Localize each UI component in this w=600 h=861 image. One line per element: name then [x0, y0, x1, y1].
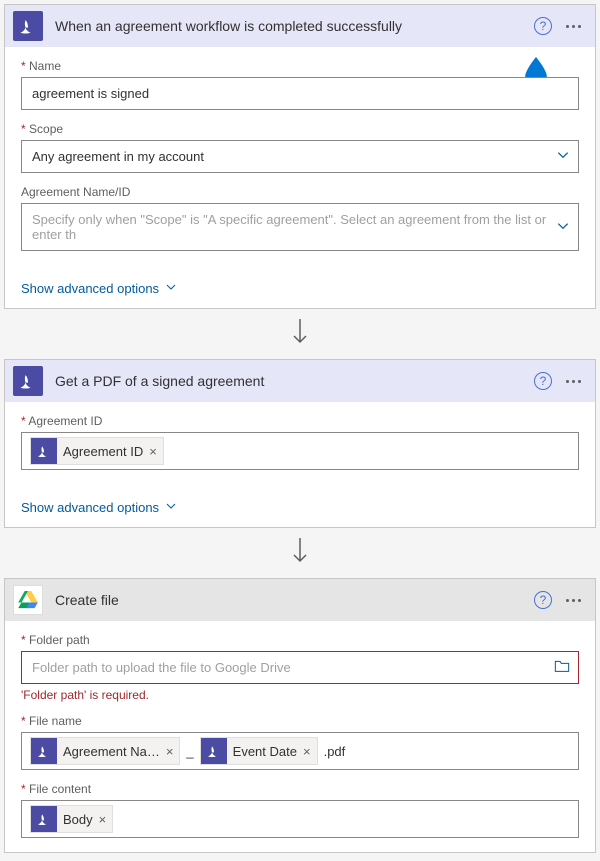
agreement-id-input[interactable]: Agreement ID ×: [21, 432, 579, 470]
card-header[interactable]: Get a PDF of a signed agreement ?: [5, 360, 595, 402]
error-message: 'Folder path' is required.: [21, 688, 579, 702]
trigger-card: When an agreement workflow is completed …: [4, 4, 596, 309]
more-menu[interactable]: [566, 380, 581, 383]
scope-select[interactable]: Any agreement in my account: [21, 140, 579, 173]
agreement-label: Agreement Name/ID: [21, 185, 579, 199]
card-title: Create file: [43, 592, 534, 608]
agreement-id-field: Agreement ID Agreement ID ×: [21, 414, 579, 470]
folder-path-input[interactable]: Folder path to upload the file to Google…: [21, 651, 579, 684]
file-name-input[interactable]: Agreement Na… × _ Event Date × .pdf: [21, 732, 579, 770]
adobe-sign-icon: [13, 366, 43, 396]
card-header[interactable]: When an agreement workflow is completed …: [5, 5, 595, 47]
file-content-label: File content: [21, 782, 579, 796]
agreement-id-label: Agreement ID: [21, 414, 579, 428]
file-name-field: File name Agreement Na… × _ Ev: [21, 714, 579, 770]
connector-arrow: [4, 532, 596, 574]
chevron-down-icon: [556, 219, 570, 236]
dynamic-token[interactable]: Agreement Na… ×: [30, 737, 180, 765]
more-menu[interactable]: [566, 599, 581, 602]
help-icon[interactable]: ?: [534, 17, 552, 35]
advanced-options-toggle[interactable]: Show advanced options: [5, 277, 193, 308]
help-icon[interactable]: ?: [534, 372, 552, 390]
remove-token-icon[interactable]: ×: [99, 812, 107, 827]
adobe-sign-icon: [31, 738, 57, 764]
folder-picker-icon[interactable]: [554, 659, 570, 676]
adobe-sign-icon: [31, 438, 57, 464]
chevron-down-icon: [165, 281, 177, 296]
advanced-options-toggle[interactable]: Show advanced options: [5, 496, 193, 527]
file-content-field: File content Body ×: [21, 782, 579, 838]
dynamic-token[interactable]: Body ×: [30, 805, 113, 833]
remove-token-icon[interactable]: ×: [166, 744, 174, 759]
help-icon[interactable]: ?: [534, 591, 552, 609]
folder-path-field: Folder path Folder path to upload the fi…: [21, 633, 579, 702]
chevron-down-icon: [165, 500, 177, 515]
connector-arrow: [4, 313, 596, 355]
chevron-down-icon: [556, 148, 570, 165]
name-input[interactable]: agreement is signed: [21, 77, 579, 110]
card-header[interactable]: Create file ?: [5, 579, 595, 621]
google-drive-icon: [13, 585, 43, 615]
adobe-sign-icon: [13, 11, 43, 41]
dynamic-token[interactable]: Agreement ID ×: [30, 437, 164, 465]
dynamic-token[interactable]: Event Date ×: [200, 737, 318, 765]
adobe-sign-icon: [31, 806, 57, 832]
agreement-select[interactable]: Specify only when "Scope" is "A specific…: [21, 203, 579, 251]
name-field: Name agreement is signed: [21, 59, 579, 110]
more-menu[interactable]: [566, 25, 581, 28]
remove-token-icon[interactable]: ×: [303, 744, 311, 759]
scope-field: Scope Any agreement in my account: [21, 122, 579, 173]
file-name-label: File name: [21, 714, 579, 728]
card-title: When an agreement workflow is completed …: [43, 18, 534, 34]
file-content-input[interactable]: Body ×: [21, 800, 579, 838]
create-file-card: Create file ? Folder path Folder path to…: [4, 578, 596, 853]
get-pdf-card: Get a PDF of a signed agreement ? Agreem…: [4, 359, 596, 528]
card-title: Get a PDF of a signed agreement: [43, 373, 534, 389]
folder-path-label: Folder path: [21, 633, 579, 647]
agreement-field: Agreement Name/ID Specify only when "Sco…: [21, 185, 579, 251]
name-label: Name: [21, 59, 579, 73]
scope-label: Scope: [21, 122, 579, 136]
adobe-sign-icon: [201, 738, 227, 764]
remove-token-icon[interactable]: ×: [149, 444, 157, 459]
